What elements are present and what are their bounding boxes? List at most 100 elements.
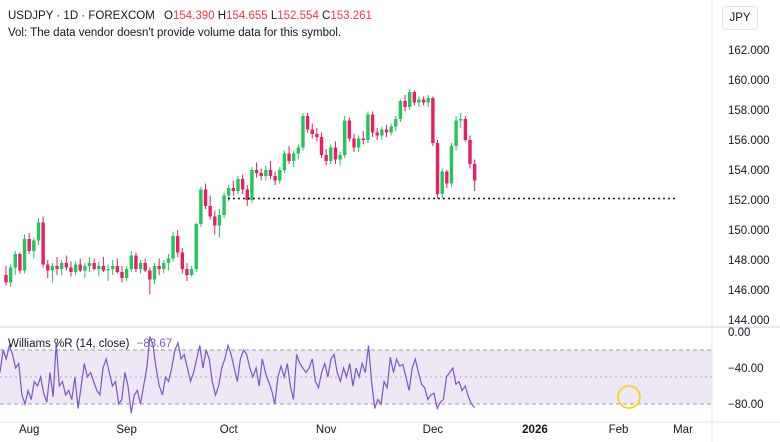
candle	[171, 231, 175, 262]
time-axis: Aug Sep Oct Nov Dec 2026 Feb Mar	[19, 424, 693, 436]
candle	[32, 237, 36, 259]
time-tick-label: Feb	[609, 424, 629, 436]
time-tick-label: Mar	[673, 424, 693, 436]
time-tick-label: Sep	[116, 424, 136, 436]
candle-body	[329, 147, 333, 161]
candle	[143, 258, 147, 272]
candle	[83, 263, 87, 278]
candle	[36, 218, 41, 245]
separator: ·	[56, 10, 61, 22]
candle-body	[222, 195, 226, 215]
candle	[180, 248, 185, 274]
candle-body	[407, 92, 412, 107]
candle-body	[352, 138, 356, 148]
candle-body	[157, 266, 161, 269]
candle-body	[92, 263, 96, 269]
candle-body	[440, 171, 444, 194]
candle	[4, 266, 8, 286]
candle	[329, 144, 333, 164]
indicator-name[interactable]: Williams %R (14, close)	[8, 338, 130, 350]
symbol-name[interactable]: USDJPY	[8, 10, 54, 22]
candle	[459, 113, 463, 128]
price-tick-label: 148.000	[728, 255, 770, 267]
candle	[356, 135, 361, 152]
candle	[361, 131, 365, 145]
candle	[282, 150, 287, 173]
currency-button[interactable]: JPY	[722, 6, 758, 30]
candle-body	[97, 266, 101, 269]
candle	[412, 90, 417, 106]
time-tick-label: Dec	[423, 424, 444, 436]
candle-body	[213, 216, 217, 226]
candle	[50, 263, 55, 283]
wr-tick-label: −40.00	[728, 363, 764, 375]
candle-body	[287, 153, 291, 161]
candle	[352, 134, 356, 152]
price-tick-label: 160.000	[728, 75, 770, 87]
candle-body	[421, 99, 426, 103]
candle	[338, 152, 342, 166]
candle-body	[278, 170, 282, 181]
candle	[115, 258, 120, 274]
candle-body	[301, 116, 305, 148]
candle-body	[236, 179, 240, 191]
candle-body	[4, 275, 8, 283]
candle	[305, 113, 310, 133]
candle-body	[180, 252, 185, 269]
candle	[87, 257, 92, 272]
candle	[129, 251, 133, 272]
candle-body	[370, 114, 375, 133]
candle-body	[338, 155, 342, 160]
candle-body	[101, 266, 106, 271]
candle	[398, 99, 403, 122]
indicator-legend[interactable]: Williams %R (14, close) −83.67	[8, 338, 172, 350]
exchange: FOREXCOM	[88, 10, 155, 22]
candle-body	[50, 266, 55, 271]
williams-r-axis: 0.00 −40.00 −80.00	[728, 327, 764, 411]
candle	[138, 260, 143, 274]
candle-body	[27, 239, 31, 251]
candle	[463, 116, 468, 142]
candle-body	[64, 263, 69, 268]
candle-body	[347, 120, 352, 139]
candle-body	[282, 153, 287, 170]
candle	[268, 161, 273, 179]
price-tick-label: 158.000	[728, 105, 770, 117]
candle	[375, 128, 379, 140]
candle	[449, 143, 454, 187]
candle	[124, 266, 129, 281]
candle	[41, 216, 45, 268]
candle	[148, 267, 152, 295]
candle-body	[32, 240, 36, 251]
candle-body	[13, 254, 17, 268]
candle-body	[152, 266, 157, 280]
candle-body	[185, 269, 189, 275]
candle	[259, 168, 263, 181]
candle-body	[111, 266, 115, 269]
candle-body	[324, 155, 328, 161]
candle-body	[227, 188, 231, 196]
candle-body	[148, 270, 152, 280]
candle	[273, 171, 277, 185]
candle	[347, 117, 352, 142]
candle-body	[468, 140, 472, 164]
candle-body	[403, 101, 407, 107]
candle	[69, 261, 73, 277]
candle	[454, 116, 458, 151]
candle-body	[41, 222, 45, 265]
candle-body	[115, 266, 120, 272]
candle-body	[22, 239, 27, 271]
candle	[231, 180, 236, 196]
candle	[236, 176, 240, 194]
symbol-legend[interactable]: USDJPY · 1D · FOREXCOM O154.390 H154.655…	[8, 10, 372, 22]
high-label: H	[217, 10, 227, 22]
close-label: C	[322, 10, 331, 22]
candle	[245, 185, 249, 206]
candle-body	[384, 129, 389, 133]
price-tick-label: 154.000	[728, 165, 770, 177]
candle-body	[264, 170, 268, 176]
candle	[222, 192, 226, 218]
interval[interactable]: 1D	[63, 10, 79, 22]
